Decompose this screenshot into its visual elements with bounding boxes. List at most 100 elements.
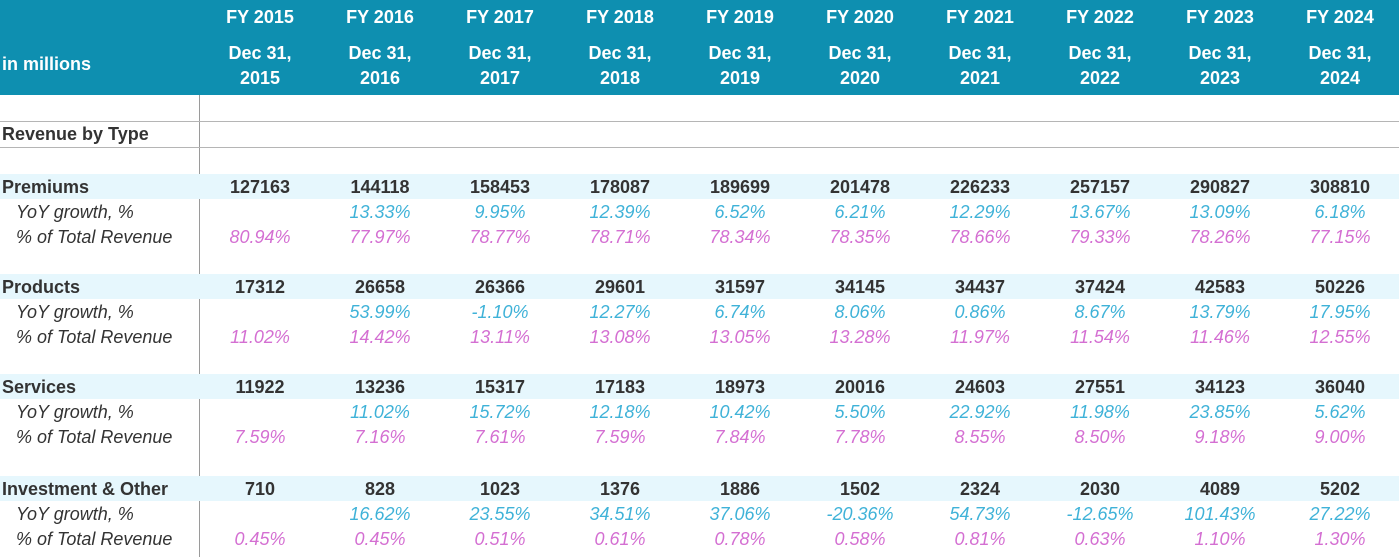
table-cell: 189699 — [709, 177, 771, 197]
table-cell: 4089 — [1199, 479, 1241, 499]
table-cell: 34145 — [834, 277, 886, 297]
fiscal-year-label: FY 2023 — [1186, 7, 1254, 27]
table-cell: 6.74% — [714, 302, 766, 322]
row-label: YoY growth, % — [16, 402, 134, 422]
table-cell: 80.94% — [229, 227, 291, 247]
period-end-date: Dec 31, 2024 — [1280, 41, 1399, 91]
table-cell: 17312 — [234, 277, 286, 297]
date-line: 2018 — [599, 68, 641, 88]
table-cell: 29601 — [594, 277, 646, 297]
table-cell: 158453 — [469, 177, 531, 197]
period-end-date: Dec 31, 2019 — [680, 41, 800, 91]
table-cell: 37424 — [1074, 277, 1126, 297]
table-cell: 34.51% — [589, 504, 651, 524]
row-label: YoY growth, % — [16, 302, 134, 322]
table-cell: 290827 — [1189, 177, 1251, 197]
row-label: % of Total Revenue — [16, 327, 173, 347]
date-line: Dec 31, — [228, 43, 292, 63]
table-cell: 1886 — [719, 479, 761, 499]
table-cell: 11.54% — [1070, 327, 1130, 347]
table-cell: 2030 — [1079, 479, 1121, 499]
date-line: Dec 31, — [828, 43, 892, 63]
date-line: Dec 31, — [708, 43, 772, 63]
unit-label: in millions — [2, 54, 92, 74]
table-cell: 0.81% — [954, 529, 1006, 549]
table-cell: 18973 — [714, 377, 766, 397]
table-cell: 11.98% — [1070, 402, 1130, 422]
table-cell: 6.18% — [1314, 202, 1366, 222]
table-cell: 78.34% — [709, 227, 771, 247]
fiscal-year-label: FY 2016 — [346, 7, 414, 27]
table-cell: 77.97% — [349, 227, 411, 247]
date-line: 2021 — [959, 68, 1001, 88]
table-header: in millions FY 2015 Dec 31, 2015 FY 2016 Dec… — [0, 0, 1399, 95]
table-cell: 13236 — [354, 377, 406, 397]
table-cell: 13.11% — [470, 327, 530, 347]
table-cell: 257157 — [1069, 177, 1131, 197]
fiscal-year-label: FY 2020 — [826, 7, 894, 27]
row-label: Premiums — [2, 177, 90, 197]
table-cell: 24603 — [954, 377, 1006, 397]
table-cell: 127163 — [229, 177, 291, 197]
table-cell: 9.95% — [474, 202, 526, 222]
table-cell: 78.35% — [829, 227, 891, 247]
revenue-row: Products 17312 26658 26366 29601 31597 34145 34… — [0, 274, 1399, 299]
table-cell: 27.22% — [1309, 504, 1371, 524]
table-cell: 14.42% — [349, 327, 411, 347]
table-cell: 7.61% — [474, 427, 526, 447]
fiscal-year-label: FY 2017 — [466, 7, 534, 27]
table-cell: 11.02% — [350, 402, 410, 422]
table-cell: 13.05% — [709, 327, 771, 347]
table-cell: 6.52% — [714, 202, 766, 222]
table-cell: 12.55% — [1309, 327, 1371, 347]
table-cell: 17.95% — [1309, 302, 1371, 322]
table-cell: 54.73% — [949, 504, 1011, 524]
row-label: Investment & Other — [2, 479, 169, 499]
table-cell: 26366 — [474, 277, 526, 297]
date-line: 2022 — [1079, 68, 1121, 88]
date-line: Dec 31, — [948, 43, 1012, 63]
table-cell: 1376 — [599, 479, 641, 499]
table-cell: 7.16% — [354, 427, 406, 447]
table-cell: 0.86% — [954, 302, 1006, 322]
table-cell: 0.61% — [594, 529, 646, 549]
table-cell: 226233 — [949, 177, 1011, 197]
table-cell: 201478 — [829, 177, 891, 197]
table-cell: 5.50% — [834, 402, 886, 422]
table-cell: 12.18% — [589, 402, 651, 422]
table-cell: 13.28% — [829, 327, 891, 347]
table-cell: 8.50% — [1074, 427, 1126, 447]
section-title: Revenue by Type — [2, 124, 149, 144]
yoy-growth-row: YoY growth, % 53.99% -1.10% 12.27% 6.74% 8.06… — [0, 299, 1399, 324]
table-cell: 0.51% — [474, 529, 526, 549]
period-end-date: Dec 31, 2021 — [920, 41, 1040, 91]
date-line: Dec 31, — [1308, 43, 1372, 63]
table-cell: 17183 — [594, 377, 646, 397]
column-header: FY 2019 Dec 31, 2019 — [680, 0, 800, 95]
date-line: 2023 — [1199, 68, 1241, 88]
table-cell: 0.45% — [234, 529, 286, 549]
table-cell: 7.59% — [234, 427, 286, 447]
table-cell: 78.26% — [1189, 227, 1251, 247]
table-cell: -20.36% — [826, 504, 894, 524]
column-header: FY 2016 Dec 31, 2016 — [320, 0, 440, 95]
fiscal-year-label: FY 2022 — [1066, 7, 1134, 27]
date-line: Dec 31, — [588, 43, 652, 63]
table-cell: 0.58% — [834, 529, 886, 549]
table-cell: 34437 — [954, 277, 1006, 297]
table-cell: 11922 — [235, 377, 285, 397]
row-label: YoY growth, % — [16, 504, 134, 524]
row-label: % of Total Revenue — [16, 529, 173, 549]
table-cell: 308810 — [1309, 177, 1371, 197]
period-end-date: Dec 31, 2018 — [560, 41, 680, 91]
table-cell: 8.55% — [954, 427, 1006, 447]
row-label: % of Total Revenue — [16, 427, 173, 447]
table-cell: 20016 — [834, 377, 886, 397]
table-cell: 12.39% — [589, 202, 651, 222]
table-cell: 77.15% — [1309, 227, 1371, 247]
table-cell: 5202 — [1319, 479, 1361, 499]
table-cell: 12.29% — [949, 202, 1011, 222]
table-cell: 13.79% — [1189, 302, 1251, 322]
column-header: FY 2018 Dec 31, 2018 — [560, 0, 680, 95]
row-label: Products — [2, 277, 81, 297]
